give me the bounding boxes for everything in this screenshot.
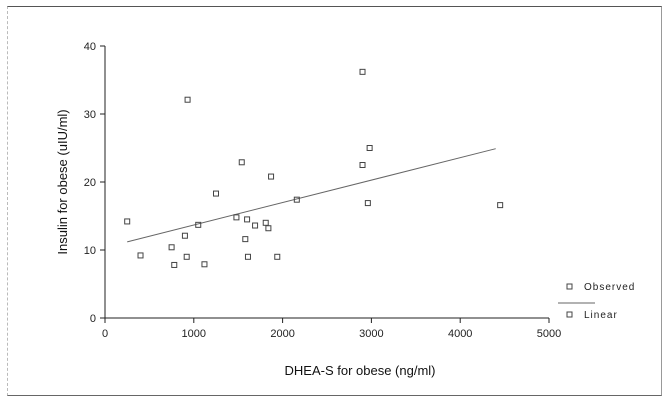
legend-observed-label: Observed <box>584 282 635 293</box>
observed-point <box>201 261 208 268</box>
axes <box>104 46 549 319</box>
x-tick-label: 2000 <box>270 328 294 340</box>
x-tick-label: 0 <box>102 328 108 340</box>
observed-point <box>268 173 275 180</box>
y-ticks: 0 10 20 30 40 <box>84 41 105 325</box>
y-tick-label: 0 <box>90 313 96 325</box>
legend-observed-marker <box>566 283 573 290</box>
legend-linear-label: Linear <box>584 310 618 321</box>
legend: Observed Linear <box>558 282 635 321</box>
y-tick-label: 40 <box>84 41 96 53</box>
x-tick-label: 4000 <box>448 328 472 340</box>
observed-point <box>244 216 251 223</box>
x-ticks: 0 1000 2000 3000 4000 5000 <box>102 318 561 340</box>
observed-point <box>262 219 269 226</box>
x-tick-label: 1000 <box>182 328 206 340</box>
observed-point <box>238 159 245 166</box>
observed-points <box>124 68 504 268</box>
observed-point <box>181 232 188 239</box>
observed-point <box>359 162 366 168</box>
observed-point <box>195 221 202 228</box>
observed-point <box>293 196 300 203</box>
y-axis-title: Insulin for obese (uIU/ml) <box>55 109 70 254</box>
observed-point <box>171 261 178 268</box>
observed-point <box>244 253 251 260</box>
fit-line-group <box>127 148 496 243</box>
observed-point <box>168 244 175 251</box>
observed-point <box>252 222 259 229</box>
y-tick-label: 30 <box>84 109 96 121</box>
observed-point <box>183 253 190 260</box>
chart-frame <box>7 6 662 396</box>
observed-point <box>274 253 281 260</box>
linear-fit-line <box>127 148 496 243</box>
observed-point <box>233 214 240 221</box>
observed-point <box>137 252 144 259</box>
observed-point <box>213 190 219 197</box>
legend-linear-marker <box>566 311 573 318</box>
observed-point <box>124 218 131 225</box>
observed-point <box>497 202 504 209</box>
observed-point <box>359 68 366 75</box>
y-tick-label: 10 <box>84 245 96 257</box>
observed-point <box>366 145 373 151</box>
x-tick-label: 5000 <box>537 328 561 340</box>
observed-point <box>184 96 191 103</box>
observed-point <box>265 225 272 232</box>
y-tick-label: 20 <box>84 177 96 189</box>
x-tick-label: 3000 <box>359 328 383 340</box>
observed-point <box>364 200 371 207</box>
x-axis-title: DHEA-S for obese (ng/ml) <box>285 363 436 378</box>
observed-point <box>242 236 249 243</box>
